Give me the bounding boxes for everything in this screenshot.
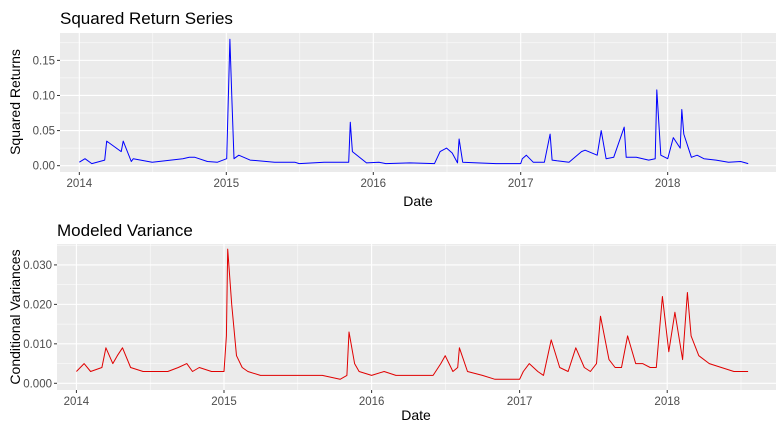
y-tick-label: 0.000 bbox=[23, 378, 52, 390]
panel-squared-returns: Squared Return Series 0.00 0.05 0.10 0.15 2… bbox=[7, 9, 776, 209]
y-tick-label: 0.020 bbox=[23, 299, 52, 311]
data-series bbox=[79, 38, 749, 165]
x-tick-label: 2014 bbox=[67, 178, 93, 190]
major-gridlines bbox=[60, 33, 776, 172]
y-axis-ticks: 0.00 0.05 0.10 0.15 bbox=[33, 55, 60, 173]
x-tick-label: 2018 bbox=[655, 178, 681, 190]
y-tick-label: 0.10 bbox=[33, 90, 55, 102]
x-tick-label: 2016 bbox=[361, 178, 387, 190]
x-tick-label: 2015 bbox=[214, 178, 240, 190]
chart-title: Squared Return Series bbox=[60, 9, 233, 28]
series-line bbox=[79, 38, 749, 165]
x-tick-label: 2016 bbox=[359, 396, 385, 408]
series-line bbox=[76, 248, 749, 380]
x-tick-label: 2017 bbox=[508, 178, 534, 190]
minor-gridlines bbox=[60, 33, 776, 172]
y-tick-label: 0.010 bbox=[23, 339, 52, 351]
chart-title: Modeled Variance bbox=[57, 221, 193, 240]
y-axis-ticks: 0.000 0.010 0.020 0.030 bbox=[23, 260, 57, 390]
x-tick-label: 2015 bbox=[211, 396, 237, 408]
y-axis-title: Squared Returns bbox=[7, 49, 23, 155]
x-tick-label: 2018 bbox=[654, 396, 680, 408]
x-axis-title: Date bbox=[401, 407, 431, 423]
x-axis-ticks: 2014 2015 2016 2017 2018 bbox=[67, 172, 681, 190]
data-series bbox=[76, 248, 749, 380]
y-axis-title: Conditional Variances bbox=[7, 249, 23, 384]
x-tick-label: 2014 bbox=[64, 396, 90, 408]
x-axis-ticks: 2014 2015 2016 2017 2018 bbox=[64, 390, 680, 408]
y-tick-label: 0.15 bbox=[33, 55, 55, 67]
y-tick-label: 0.00 bbox=[33, 161, 55, 173]
y-tick-label: 0.05 bbox=[33, 126, 55, 138]
plot-background bbox=[60, 33, 776, 172]
plot-background bbox=[57, 244, 776, 390]
x-axis-title: Date bbox=[403, 193, 433, 209]
panel-modeled-variance: Modeled Variance 0.000 0.010 0.020 0.030 20… bbox=[7, 221, 776, 423]
x-tick-label: 2017 bbox=[507, 396, 533, 408]
minor-gridlines bbox=[57, 244, 776, 390]
y-tick-label: 0.030 bbox=[23, 260, 52, 272]
